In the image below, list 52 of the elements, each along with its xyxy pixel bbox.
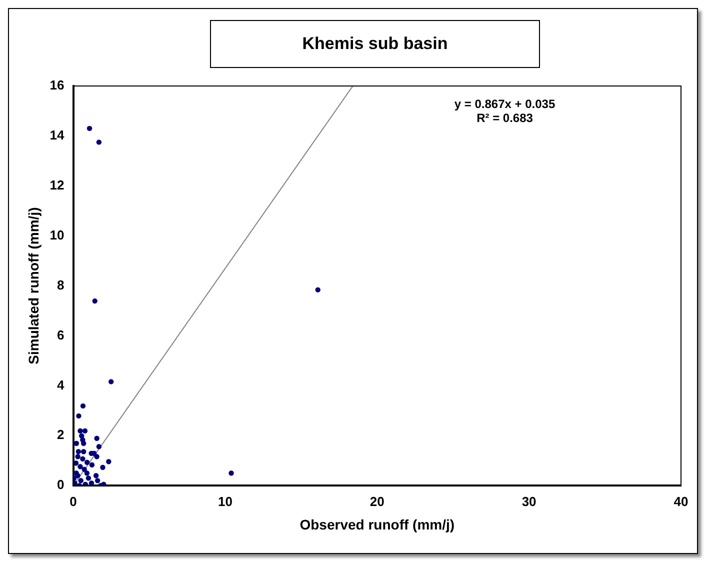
point xyxy=(100,464,106,470)
x-tick-label: 10 xyxy=(218,494,232,509)
point xyxy=(228,470,234,476)
point xyxy=(73,460,79,466)
point xyxy=(74,440,80,446)
y-tick-label: 10 xyxy=(50,227,64,242)
y-tick-label: 14 xyxy=(50,128,66,143)
y-axis-title: Simulated runoff (mm/j) xyxy=(25,207,42,364)
point xyxy=(86,476,92,481)
point xyxy=(78,428,83,434)
point xyxy=(88,480,94,486)
chart-title: Khemis sub basin xyxy=(210,20,540,68)
point xyxy=(84,470,90,476)
point xyxy=(82,428,88,434)
point xyxy=(74,470,79,476)
y-tick-label: 2 xyxy=(57,427,64,442)
point xyxy=(75,454,80,460)
point xyxy=(80,403,86,409)
y-tick-label: 6 xyxy=(57,327,64,342)
point xyxy=(106,459,112,464)
point xyxy=(80,449,86,454)
point xyxy=(108,379,114,384)
point xyxy=(89,462,95,468)
y-tick-label: 12 xyxy=(50,177,64,192)
annotation: R² = 0.683 xyxy=(476,111,534,125)
x-tick-label: 20 xyxy=(370,494,384,509)
point xyxy=(80,440,86,446)
point xyxy=(93,473,99,478)
y-tick-label: 4 xyxy=(57,377,66,392)
point xyxy=(86,126,92,132)
point xyxy=(80,456,86,462)
point xyxy=(96,140,102,145)
y-tick-label: 8 xyxy=(57,277,64,292)
x-tick-label: 0 xyxy=(70,494,77,509)
y-tick-label: 0 xyxy=(57,477,64,492)
point xyxy=(94,436,100,441)
x-axis-title: Observed runoff (mm/j) xyxy=(300,516,455,532)
x-tick-label: 40 xyxy=(674,494,688,509)
x-tick-label: 30 xyxy=(522,494,536,509)
point xyxy=(92,298,98,304)
point xyxy=(78,478,84,484)
point xyxy=(315,287,320,292)
point xyxy=(94,454,100,460)
point xyxy=(76,449,82,454)
point xyxy=(82,466,87,472)
annotation: y = 0.867x + 0.035 xyxy=(454,97,556,111)
point xyxy=(78,464,83,470)
point xyxy=(76,413,82,419)
point xyxy=(94,478,100,484)
y-tick-label: 16 xyxy=(50,78,64,93)
point xyxy=(84,460,90,465)
point xyxy=(96,444,102,450)
